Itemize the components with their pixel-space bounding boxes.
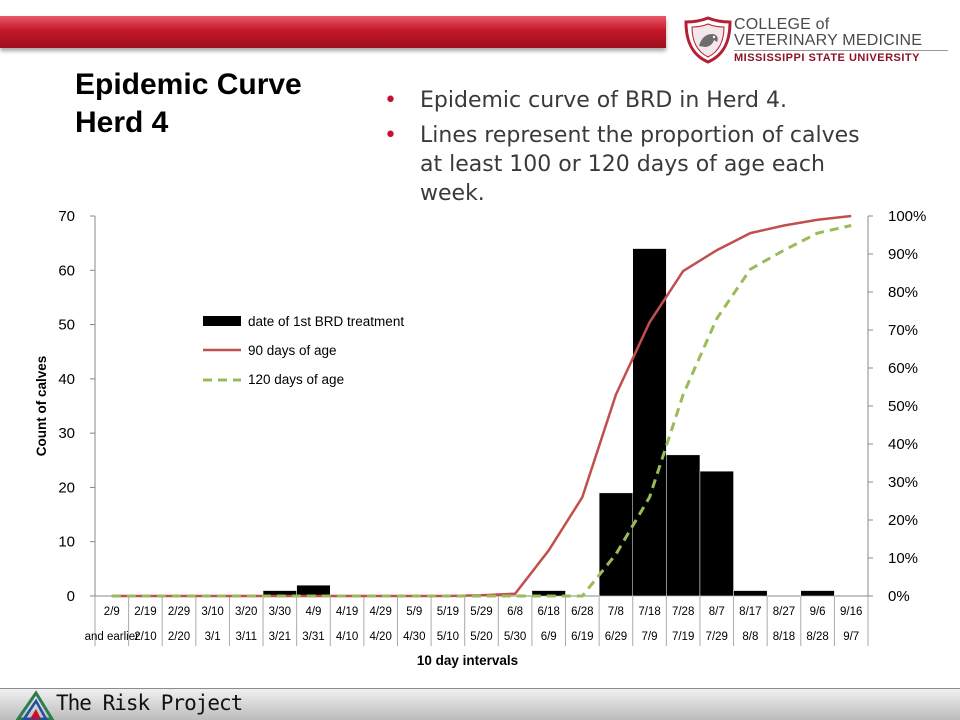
x-tick-label: 8/28	[806, 631, 828, 643]
y2-tick-label: 20%	[888, 512, 918, 529]
bullet-item: Epidemic curve of BRD in Herd 4.	[384, 86, 884, 115]
legend-label: 90 days of age	[248, 343, 337, 358]
bar	[733, 590, 768, 597]
y2-tick-label: 30%	[888, 474, 918, 491]
x-tick-label: 5/20	[470, 631, 492, 643]
x-tick-label: 8/27	[773, 606, 795, 618]
y2-tick-label: 80%	[888, 284, 918, 301]
x-tick-label: 6/29	[605, 631, 627, 643]
x-tick-label: 5/29	[470, 606, 492, 618]
x-tick-label: 6/9	[541, 631, 557, 643]
y2-tick-label: 50%	[888, 398, 918, 415]
x-tick-label: 4/20	[369, 631, 391, 643]
header-red-bar	[0, 16, 666, 48]
legend-label: 120 days of age	[248, 372, 344, 387]
y2-tick-label: 70%	[888, 322, 918, 339]
x-tick-label: 6/19	[571, 631, 593, 643]
x-tick-label: 4/9	[305, 606, 321, 618]
x-tick-label: 7/29	[706, 631, 728, 643]
triangle-logo-icon	[16, 690, 55, 720]
y-tick-label: 40	[58, 371, 75, 388]
x-axis-title: 10 day intervals	[417, 653, 518, 668]
y2-tick-label: 60%	[888, 360, 918, 377]
bar	[666, 454, 701, 597]
x-tick-label: 8/8	[742, 631, 758, 643]
logo-university-text: MISSISSIPPI STATE UNIVERSITY	[734, 52, 920, 64]
y2-tick-label: 40%	[888, 436, 918, 453]
x-tick-label: 6/28	[571, 606, 593, 618]
x-tick-label: 7/19	[672, 631, 694, 643]
x-tick-label: 5/19	[437, 606, 459, 618]
x-tick-label: 3/11	[235, 631, 257, 643]
epidemic-curve-chart: 0 10 20 30 40 50 60 70 0% 10% 20% 30% 40% 50% 60% 70% 80…	[34, 208, 926, 668]
bar	[598, 492, 633, 597]
slide-title: Epidemic Curve Herd 4	[75, 68, 302, 139]
x-tick-label: 3/30	[269, 606, 291, 618]
bullet-item: Lines represent the proportion of calves…	[384, 121, 884, 208]
x-tick-label: 3/20	[235, 606, 257, 618]
x-tick-label: 7/8	[608, 606, 624, 618]
logo-divider	[734, 50, 948, 51]
x-tick-label: 7/18	[638, 606, 660, 618]
x-tick-label: 4/19	[336, 606, 358, 618]
x-tick-label: 2/10	[134, 631, 156, 643]
x-tick-label: 7/28	[672, 606, 694, 618]
logo-vetmed-text: VETERINARY MEDICINE	[734, 32, 923, 49]
bar	[632, 248, 667, 597]
y2-tick-label: 100%	[888, 208, 926, 225]
y2-tick-label: 0%	[888, 588, 910, 605]
x-tick-label: 5/9	[406, 606, 422, 618]
x-tick-label: 4/10	[336, 631, 358, 643]
legend-swatch	[203, 316, 241, 326]
legend-label: date of 1st BRD treatment	[248, 314, 404, 329]
footer-bar: The Risk Project	[0, 688, 960, 720]
x-tick-label: 3/10	[201, 606, 223, 618]
y2-tick-label: 90%	[888, 246, 918, 263]
x-tick-label: 4/30	[403, 631, 425, 643]
x-tick-label: 9/16	[840, 606, 862, 618]
x-tick-label: 3/31	[302, 631, 324, 643]
y2-tick-label: 10%	[888, 550, 918, 567]
logo-college-text: COLLEGE of	[734, 16, 830, 33]
x-tick-label: 3/1	[205, 631, 221, 643]
y-axis-title: Count of calves	[34, 356, 49, 457]
x-tick-label: 8/18	[773, 631, 795, 643]
x-tick-label: 6/18	[538, 606, 560, 618]
shield-logo-icon	[684, 16, 732, 64]
y-tick-label: 60	[58, 262, 75, 279]
x-tick-label: 6/8	[507, 606, 523, 618]
bar	[296, 584, 331, 597]
x-tick-label: 9/7	[843, 631, 859, 643]
y-tick-label: 50	[58, 317, 75, 334]
x-tick-label: 9/6	[810, 606, 826, 618]
x-tick-label: 8/7	[709, 606, 725, 618]
x-tick-label: 2/29	[168, 606, 190, 618]
bullet-list: Epidemic curve of BRD in Herd 4. Lines r…	[384, 86, 884, 214]
series-line-120	[111, 224, 852, 598]
series-line-90	[111, 214, 852, 598]
y-tick-label: 30	[58, 425, 75, 442]
y-tick-label: 0	[67, 588, 75, 605]
y-tick-label: 10	[58, 534, 75, 551]
x-tick-label: 2/20	[168, 631, 190, 643]
y-tick-label: 20	[58, 479, 75, 496]
x-tick-label: 2/9	[104, 606, 120, 618]
bar	[699, 470, 734, 597]
x-tick-label: and earlier	[85, 631, 140, 643]
x-tick-label: 7/9	[642, 631, 658, 643]
footer-brand-text: The Risk Project	[56, 691, 243, 715]
bar	[800, 590, 835, 597]
x-tick-label: 5/30	[504, 631, 526, 643]
x-tick-label: 3/21	[269, 631, 291, 643]
university-logo: COLLEGE of VETERINARY MEDICINE MISSISSIP…	[684, 14, 950, 70]
y-tick-label: 70	[58, 208, 75, 225]
x-tick-label: 4/29	[369, 606, 391, 618]
x-tick-label: 5/10	[437, 631, 459, 643]
x-tick-label: 8/17	[739, 606, 761, 618]
x-tick-label: 2/19	[134, 606, 156, 618]
